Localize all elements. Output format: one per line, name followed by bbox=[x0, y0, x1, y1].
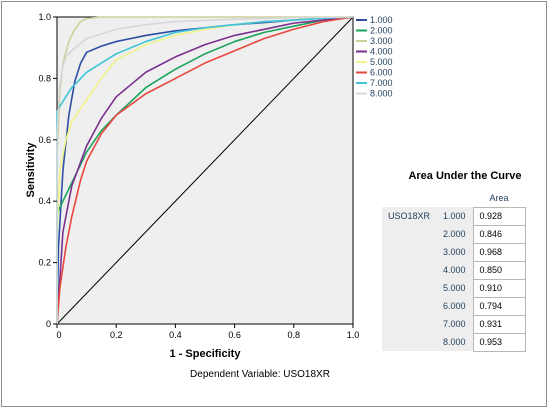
legend-label: 4.000 bbox=[370, 47, 393, 57]
x-tick-label: 0.8 bbox=[288, 330, 301, 340]
roc-curve-6-000 bbox=[56, 16, 354, 325]
auc-table: Area USO18XR 1.000 0.928 2.000 0.846 3.000 0.9… bbox=[382, 189, 526, 352]
x-tick-label: 1.0 bbox=[347, 330, 360, 340]
y-tick-label: 0.8 bbox=[38, 73, 51, 83]
auc-row: 5.000 0.910 bbox=[382, 278, 526, 298]
auc-variable-cell: USO18XR bbox=[382, 207, 439, 225]
auc-area-cell: 0.850 bbox=[472, 260, 526, 280]
auc-level-cell: 7.000 bbox=[439, 315, 473, 333]
auc-variable-cell bbox=[382, 297, 439, 315]
reference-line bbox=[56, 16, 354, 325]
y-axis-title: Sensitivity bbox=[25, 142, 37, 198]
auc-row: 6.000 0.794 bbox=[382, 296, 526, 316]
roc-curve-4-000 bbox=[56, 16, 354, 325]
roc-curve-3-000 bbox=[56, 16, 353, 324]
x-tick-label: 0.4 bbox=[169, 330, 182, 340]
auc-header-blank bbox=[382, 189, 439, 207]
auc-level-cell: 2.000 bbox=[439, 225, 473, 243]
legend-label: 8.000 bbox=[370, 89, 393, 99]
x-axis-title: 1 - Specificity bbox=[170, 348, 242, 360]
footnote: Dependent Variable: USO18XR bbox=[190, 369, 330, 380]
auc-variable-cell bbox=[382, 261, 439, 279]
x-tick-label: 0.2 bbox=[110, 330, 123, 340]
auc-row: 7.000 0.931 bbox=[382, 314, 526, 334]
auc-row: 4.000 0.850 bbox=[382, 260, 526, 280]
auc-area-cell: 0.968 bbox=[472, 242, 526, 262]
auc-variable-cell bbox=[382, 225, 439, 243]
y-tick-label: 0 bbox=[46, 319, 51, 329]
auc-column-header: Area bbox=[473, 189, 525, 208]
auc-variable-cell bbox=[382, 243, 439, 261]
y-tick-label: 1.0 bbox=[38, 12, 51, 22]
roc-curve-2-000 bbox=[56, 16, 354, 324]
auc-variable-cell bbox=[382, 279, 439, 297]
roc-curve-8-000 bbox=[56, 16, 354, 324]
auc-table-title: Area Under the Curve bbox=[408, 170, 522, 182]
y-tick-label: 0.4 bbox=[38, 196, 51, 206]
y-tick-label: 0.6 bbox=[38, 135, 51, 145]
legend-label: 3.000 bbox=[370, 36, 393, 46]
roc-curve-7-000 bbox=[56, 16, 354, 324]
auc-area-cell: 0.910 bbox=[472, 278, 526, 298]
auc-header-blank bbox=[439, 189, 473, 207]
auc-level-cell: 8.000 bbox=[439, 333, 473, 351]
auc-area-cell: 0.846 bbox=[472, 224, 526, 244]
legend-label: 6.000 bbox=[370, 68, 393, 78]
x-tick-label: 0 bbox=[56, 330, 61, 340]
auc-variable-cell bbox=[382, 333, 439, 351]
x-tick-label: 0.6 bbox=[228, 330, 241, 340]
legend-label: 2.000 bbox=[370, 26, 393, 36]
y-tick-label: 0.2 bbox=[38, 258, 51, 268]
legend-label: 5.000 bbox=[370, 57, 393, 67]
auc-area-cell: 0.794 bbox=[472, 296, 526, 316]
auc-row: 3.000 0.968 bbox=[382, 242, 526, 262]
auc-level-cell: 4.000 bbox=[439, 261, 473, 279]
legend-label: 1.000 bbox=[370, 15, 393, 25]
auc-level-cell: 3.000 bbox=[439, 243, 473, 261]
auc-header-row: Area bbox=[382, 189, 525, 208]
auc-row: 8.000 0.953 bbox=[382, 332, 526, 352]
auc-area-cell: 0.928 bbox=[472, 206, 526, 226]
legend-label: 7.000 bbox=[370, 78, 393, 88]
auc-level-cell: 6.000 bbox=[439, 297, 473, 315]
auc-variable-cell bbox=[382, 315, 439, 333]
auc-row: 2.000 0.846 bbox=[382, 224, 526, 244]
auc-level-cell: 1.000 bbox=[439, 207, 473, 225]
auc-area-cell: 0.931 bbox=[472, 314, 526, 334]
auc-area-cell: 0.953 bbox=[472, 332, 526, 352]
auc-row: USO18XR 1.000 0.928 bbox=[382, 206, 526, 226]
auc-level-cell: 5.000 bbox=[439, 279, 473, 297]
